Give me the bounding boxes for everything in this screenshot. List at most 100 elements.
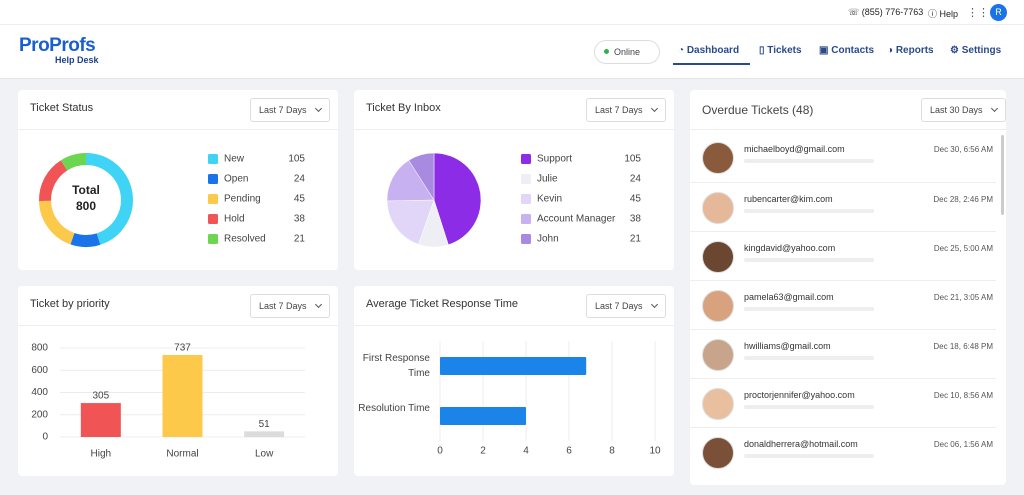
nav-settings[interactable]: ⚙ Settings xyxy=(950,45,1002,56)
nav-text[interactable]: Tickets xyxy=(767,45,802,56)
value-label: 737 xyxy=(174,343,191,354)
legend-label: New xyxy=(224,154,245,165)
pie-slice xyxy=(386,199,435,245)
ticket-email: rubencarter@kim.com xyxy=(744,194,833,204)
y-tick-label: 0 xyxy=(42,432,48,443)
x-tick-label: Normal xyxy=(166,449,198,460)
hbar-chart: 0 2 4 6 8 10 xyxy=(437,341,661,457)
legend-label: Support xyxy=(537,154,572,165)
legend-label: Pending xyxy=(224,194,261,205)
nav-dashboard[interactable]: ◔ Dashboard xyxy=(678,45,740,56)
filter-select[interactable]: Last 7 Days xyxy=(586,294,666,318)
ticket-bar xyxy=(744,307,874,311)
help[interactable]: ⓘ Help xyxy=(928,9,959,19)
logo[interactable]: ProProfs xyxy=(19,35,96,56)
legend-swatch xyxy=(208,154,218,164)
filter-select[interactable]: Last 7 Days xyxy=(586,98,666,122)
x-tick-label: 8 xyxy=(609,446,615,457)
legend-value: 45 xyxy=(294,194,306,205)
x-tick-label: Low xyxy=(255,449,274,460)
legend-value: 105 xyxy=(288,154,305,165)
header: ProProfs Help Desk Online ◔ Dashboard ▯ … xyxy=(0,25,1024,79)
logo-sub: Help Desk xyxy=(55,55,99,65)
legend-value: 24 xyxy=(294,174,306,185)
donut-segment xyxy=(39,160,68,202)
priority-panel: Ticket by priority Last 7 Days 0 200 400 60… xyxy=(18,286,338,476)
ticket-email: pamela63@gmail.com xyxy=(744,292,834,302)
nav-tickets[interactable]: ▯ Tickets xyxy=(759,45,802,56)
status-select[interactable]: Online xyxy=(594,40,660,64)
ticket-date: Dec 10, 8:56 AM xyxy=(933,391,993,400)
ticket-avatar xyxy=(702,388,734,420)
help-text[interactable]: Help xyxy=(939,9,959,19)
ticket-row[interactable]: rubencarter@kim.com Dec 28, 2:46 PM xyxy=(690,182,996,232)
donut-segment xyxy=(70,232,101,247)
ticket-row[interactable]: kingdavid@yahoo.com Dec 25, 5:00 AM xyxy=(690,231,996,281)
ticket-row[interactable]: hwilliams@gmail.com Dec 18, 6:48 PM xyxy=(690,329,996,379)
filter-select[interactable]: Last 7 Days xyxy=(250,98,330,122)
donut-segment xyxy=(39,200,75,245)
nav-reports[interactable]: ◑ Reports xyxy=(887,45,934,56)
nav-contacts[interactable]: ▣ Contacts xyxy=(819,45,875,56)
legend-swatch xyxy=(521,214,531,224)
ticket-avatar xyxy=(702,339,734,371)
panel-title: Overdue Tickets (48) xyxy=(702,103,814,117)
pie-chart: Support 105 Julie 24 Kevin 45 Account Manager 3… xyxy=(386,152,642,248)
center-value: 800 xyxy=(76,199,96,213)
phone[interactable]: ☏ (855) 776-7763 xyxy=(848,7,924,17)
legend-label: Resolved xyxy=(224,234,266,245)
pie-slice xyxy=(408,152,435,201)
pie-slice xyxy=(386,159,435,202)
pie-slice xyxy=(433,152,482,246)
x-tick-label: 4 xyxy=(523,446,529,457)
top-bar: ☏ (855) 776-7763 ⓘ Help ⋮⋮⋮ R xyxy=(0,0,1024,25)
legend-label: Account Manager xyxy=(537,214,616,225)
legend-swatch xyxy=(208,194,218,204)
filter-select[interactable]: Last 7 Days xyxy=(250,294,330,318)
nav-text[interactable]: Reports xyxy=(895,45,934,56)
ticket-bar xyxy=(744,405,874,409)
ticket-bar xyxy=(744,209,874,213)
legend-label: John xyxy=(537,234,559,245)
ticket-avatar xyxy=(702,437,734,469)
nav-text[interactable]: Contacts xyxy=(831,45,875,56)
ticket-email: donaldherrera@hotmail.com xyxy=(744,439,858,449)
filter-select[interactable]: Last 30 Days xyxy=(921,98,1006,122)
scrollbar[interactable] xyxy=(1001,135,1004,215)
ticket-row[interactable]: donaldherrera@hotmail.com Dec 06, 1:56 AM xyxy=(690,427,996,477)
nav-underline xyxy=(673,63,750,65)
y-tick-label: First Response Time xyxy=(362,353,430,379)
ticket-date: Dec 06, 1:56 AM xyxy=(933,440,993,449)
avatar[interactable]: R xyxy=(990,4,1007,21)
x-tick-label: 2 xyxy=(480,446,486,457)
legend-swatch xyxy=(521,154,531,164)
legend-label: Kevin xyxy=(537,194,562,205)
y-tick-label: 600 xyxy=(31,365,48,376)
x-tick-label: 0 xyxy=(437,446,443,457)
donut-segment xyxy=(85,153,133,245)
ticket-row[interactable]: proctorjennifer@yahoo.com Dec 10, 8:56 AM xyxy=(690,378,996,428)
ticket-date: Dec 28, 2:46 PM xyxy=(933,195,993,204)
legend-value: 38 xyxy=(630,214,642,225)
legend-swatch xyxy=(521,174,531,184)
response-panel: Average Ticket Response Time Last 7 Days… xyxy=(354,286,674,476)
phone-text[interactable]: (855) 776-7763 xyxy=(861,7,924,17)
ticket-bar xyxy=(744,258,874,262)
ticket-row[interactable]: pamela63@gmail.com Dec 21, 3:05 AM xyxy=(690,280,996,330)
y-tick-label: 200 xyxy=(31,409,48,420)
ticket-email: hwilliams@gmail.com xyxy=(744,341,831,351)
nav-text[interactable]: Settings xyxy=(961,45,1002,56)
panel-title: Average Ticket Response Time xyxy=(366,298,519,310)
legend-value: 21 xyxy=(630,234,642,245)
x-tick-label: High xyxy=(91,449,112,460)
legend-label: Hold xyxy=(224,214,245,225)
bar-chart: 0 200 400 600 800 305 High 737 Normal 51 Low xyxy=(31,343,305,460)
legend-label: Open xyxy=(224,174,248,185)
donut-segment xyxy=(60,153,87,171)
status-text[interactable]: Online xyxy=(614,47,641,57)
legend-label: Julie xyxy=(537,174,558,185)
panel-title: Ticket by priority xyxy=(30,298,110,310)
nav-text[interactable]: Dashboard xyxy=(686,45,740,56)
ticket-row[interactable]: michaelboyd@gmail.com Dec 30, 6:56 AM xyxy=(690,133,996,182)
